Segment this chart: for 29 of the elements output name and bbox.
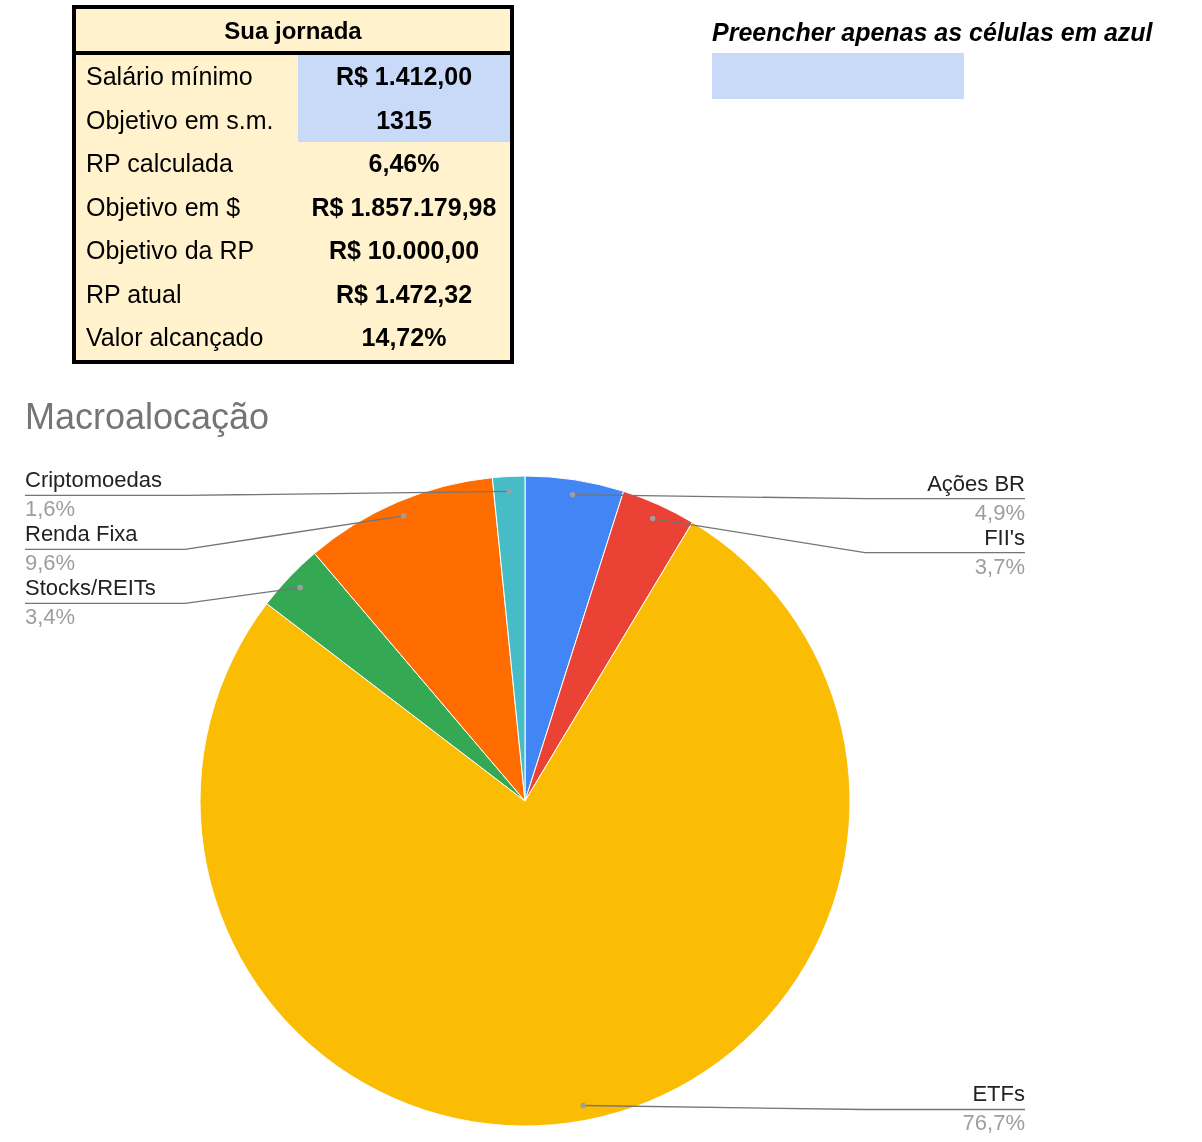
text: R$ 1.412,00 xyxy=(298,55,510,99)
text: Valor alcançado xyxy=(85,323,265,353)
data-label: 3,7% xyxy=(974,553,1025,579)
data-label: 76,7% xyxy=(962,1110,1025,1136)
slice-label: Criptomoedas xyxy=(25,467,162,493)
data-label: 9,6% xyxy=(25,550,76,576)
text: Objetivo da RP xyxy=(85,236,256,266)
text: RP calculada xyxy=(85,149,234,179)
text: R$ 10.000,00 xyxy=(327,235,481,267)
text: 1315 xyxy=(298,98,510,142)
data-label: 1,6% xyxy=(25,496,76,522)
slice-label: Renda Fixa xyxy=(25,521,139,547)
text: RP atual xyxy=(85,279,183,309)
slice-label: Stocks/REITs xyxy=(25,575,156,601)
text: R$ 1.472,32 xyxy=(334,278,474,310)
slice-label: FII's xyxy=(984,524,1025,550)
text: Sua jornada xyxy=(76,9,510,55)
data-label: 4,9% xyxy=(974,499,1025,525)
data-label: 3,4% xyxy=(25,604,76,630)
chart-title: Macroalocação xyxy=(25,396,270,437)
text: Salário mínimo xyxy=(85,62,254,92)
text: 14,72% xyxy=(360,322,448,354)
text: Objetivo em s.m. xyxy=(85,105,275,135)
slice-label: Ações BR xyxy=(927,470,1025,496)
text: Preencher apenas as células em azul xyxy=(712,18,1153,47)
slice-label: ETFs xyxy=(972,1081,1025,1107)
text: Objetivo em $ xyxy=(85,192,242,222)
text: R$ 1.857.179,98 xyxy=(310,191,498,223)
text: 6,46% xyxy=(367,148,441,180)
